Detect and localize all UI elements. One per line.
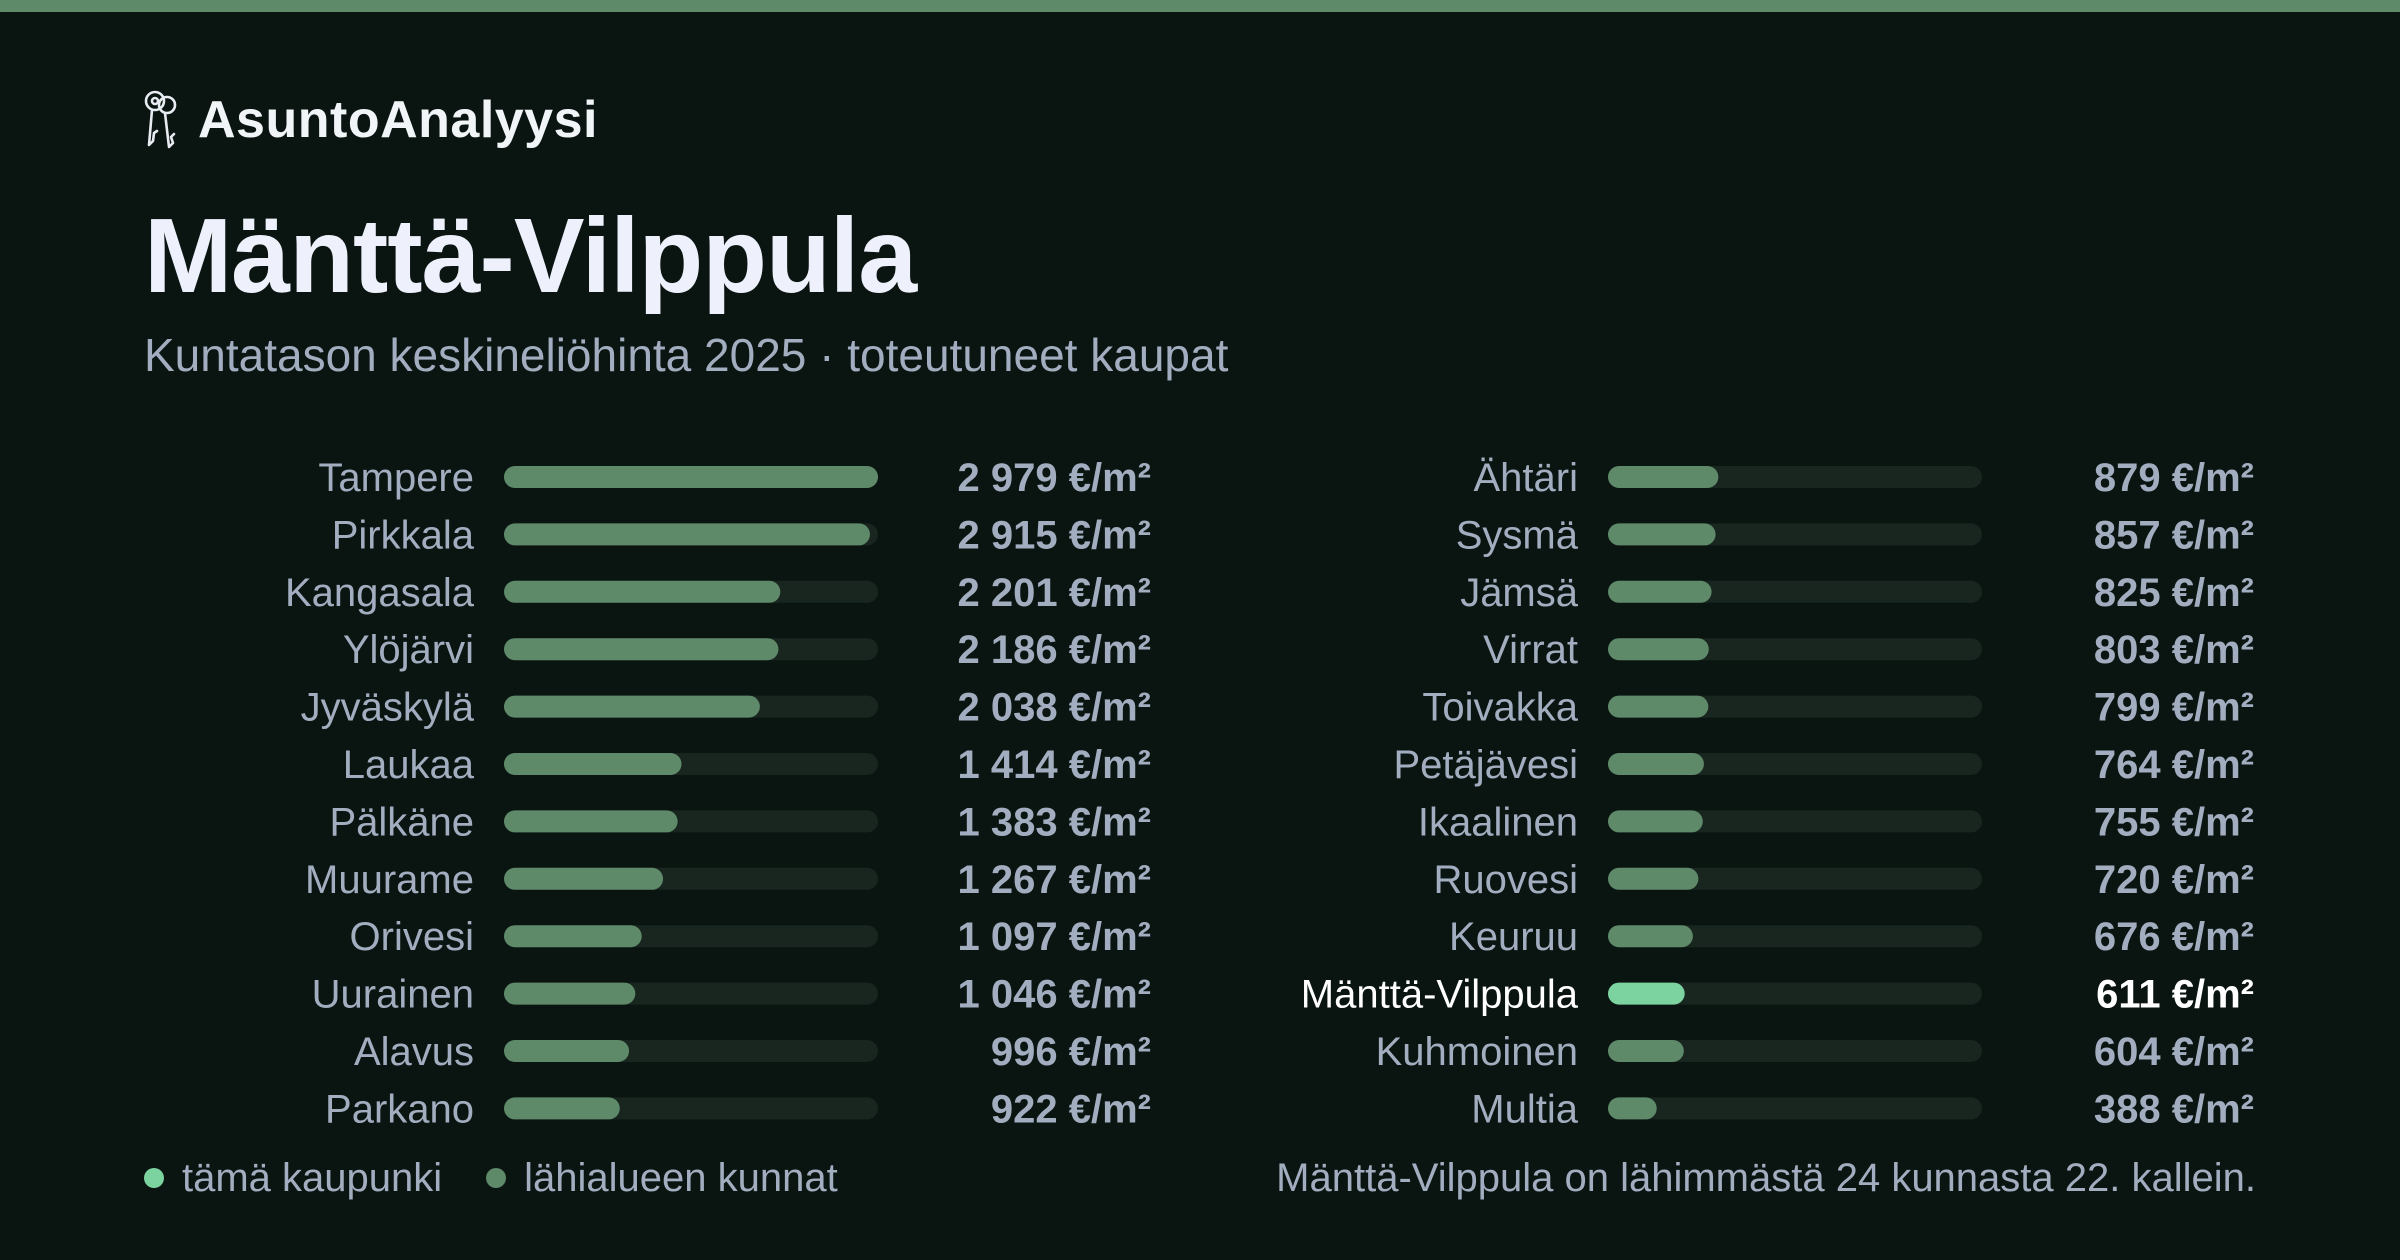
brand-name: AsuntoAnalyysi	[198, 91, 598, 149]
bar-alavus	[504, 1040, 630, 1062]
value-label-keuruu: 676 €/m²	[2094, 915, 2254, 959]
legend-dot-this-city	[144, 1168, 164, 1188]
municipality-label-mantta-vilppula: Mänttä-Vilppula	[1301, 973, 1579, 1017]
bar-petajavesi	[1608, 753, 1704, 775]
bar-muurame	[504, 867, 664, 890]
bar-track-kuhmoinen	[1608, 1040, 1982, 1062]
bar-ruovesi	[1608, 867, 1699, 890]
municipality-label-ahtari: Ähtäri	[1474, 456, 1579, 500]
value-label-orivesi: 1 097 €/m²	[958, 915, 1151, 959]
bar-ikaalinen	[1608, 810, 1703, 833]
value-label-pirkkala: 2 915 €/m²	[958, 513, 1151, 557]
top-accent-bar	[0, 0, 2400, 12]
value-label-ylojarvi: 2 186 €/m²	[958, 628, 1151, 672]
value-label-toivakka: 799 €/m²	[2094, 686, 2254, 730]
value-label-sysma: 857 €/m²	[2094, 513, 2254, 557]
brand: AsuntoAnalyysi	[140, 88, 598, 152]
bar-pirkkala	[504, 523, 870, 546]
bar-track-ruovesi	[1608, 867, 1982, 890]
municipality-label-toivakka: Toivakka	[1422, 686, 1578, 730]
legend-label-this-city: tämä kaupunki	[182, 1155, 443, 1200]
bar-keuruu	[1608, 925, 1693, 948]
bar-track-mantta-vilppula	[1608, 982, 1982, 1005]
bar-laukaa	[504, 753, 682, 775]
municipality-label-ylojarvi: Ylöjärvi	[343, 628, 474, 672]
value-label-multia: 388 €/m²	[2094, 1087, 2254, 1131]
bar-multia	[1608, 1097, 1657, 1120]
value-label-kuhmoinen: 604 €/m²	[2094, 1030, 2254, 1074]
municipality-label-orivesi: Orivesi	[350, 915, 474, 959]
bar-parkano	[504, 1097, 620, 1120]
municipality-label-ikaalinen: Ikaalinen	[1418, 800, 1578, 844]
municipality-label-pirkkala: Pirkkala	[332, 513, 475, 557]
legend-item-this-city: tämä kaupunki	[144, 1156, 442, 1201]
bar-track-multia	[1608, 1097, 1982, 1120]
bar-ylojarvi	[504, 638, 779, 661]
value-label-virrat: 803 €/m²	[2094, 628, 2254, 672]
bar-virrat	[1608, 638, 1709, 661]
municipality-label-virrat: Virrat	[1483, 628, 1578, 672]
price-bar-chart: Tampere 2 979 €/m² Pirkkala 2 915 €/m² Kanga…	[285, 456, 2254, 1131]
municipality-label-parkano: Parkano	[325, 1087, 474, 1131]
bar-jyvaskyla	[504, 695, 760, 718]
municipality-label-ruovesi: Ruovesi	[1433, 858, 1578, 902]
value-label-muurame: 1 267 €/m²	[958, 858, 1151, 902]
municipality-label-laukaa: Laukaa	[343, 743, 475, 787]
page-subtitle: Kuntatason keskineliöhinta 2025 · toteut…	[144, 329, 1229, 381]
bar-ahtari	[1608, 466, 1719, 488]
municipality-label-palkane: Pälkäne	[329, 800, 474, 844]
legend-label-nearby: lähialueen kunnat	[524, 1155, 838, 1200]
municipality-label-keuruu: Keuruu	[1449, 915, 1578, 959]
municipality-label-sysma: Sysmä	[1456, 513, 1579, 557]
value-label-alavus: 996 €/m²	[991, 1030, 1151, 1074]
municipality-label-jamsa: Jämsä	[1460, 571, 1579, 615]
legend-item-nearby: lähialueen kunnat	[486, 1156, 838, 1201]
keys-icon	[144, 90, 177, 149]
value-label-laukaa: 1 414 €/m²	[958, 743, 1151, 787]
page-title: Mänttä-Vilppula	[144, 197, 917, 315]
bar-track-keuruu	[1608, 925, 1982, 948]
value-label-tampere: 2 979 €/m²	[958, 456, 1151, 500]
value-label-ruovesi: 720 €/m²	[2094, 858, 2254, 902]
value-label-parkano: 922 €/m²	[991, 1087, 1151, 1131]
value-label-jamsa: 825 €/m²	[2094, 571, 2254, 615]
bar-toivakka	[1608, 695, 1709, 718]
municipality-label-kuhmoinen: Kuhmoinen	[1376, 1030, 1578, 1074]
value-label-petajavesi: 764 €/m²	[2094, 743, 2254, 787]
value-label-ahtari: 879 €/m²	[2094, 456, 2254, 500]
bar-tampere	[504, 466, 878, 488]
municipality-label-alavus: Alavus	[354, 1030, 474, 1074]
bar-kuhmoinen	[1608, 1040, 1684, 1062]
value-label-jyvaskyla: 2 038 €/m²	[958, 686, 1151, 730]
municipality-label-tampere: Tampere	[318, 456, 474, 500]
value-label-uurainen: 1 046 €/m²	[958, 973, 1151, 1017]
municipality-label-muurame: Muurame	[305, 858, 474, 902]
value-label-mantta-vilppula: 611 €/m²	[2096, 973, 2254, 1017]
rank-footnote: Mänttä-Vilppula on lähimmästä 24 kunnast…	[1276, 1156, 2256, 1200]
bar-jamsa	[1608, 580, 1712, 603]
bar-mantta-vilppula	[1608, 982, 1685, 1005]
value-label-palkane: 1 383 €/m²	[958, 800, 1151, 844]
bar-palkane	[504, 810, 678, 833]
legend-dot-nearby	[486, 1168, 507, 1188]
bar-sysma	[1608, 523, 1716, 546]
bar-uurainen	[504, 982, 636, 1005]
bar-track-ikaalinen	[1608, 810, 1982, 833]
municipality-label-petajavesi: Petäjävesi	[1393, 743, 1578, 787]
value-label-ikaalinen: 755 €/m²	[2094, 800, 2254, 844]
bar-kangasala	[504, 580, 781, 603]
municipality-label-multia: Multia	[1471, 1087, 1578, 1131]
municipality-label-jyvaskyla: Jyväskylä	[301, 686, 475, 730]
chart-legend: tämä kaupunki lähialueen kunnat	[144, 1156, 882, 1200]
municipality-label-uurainen: Uurainen	[312, 973, 474, 1017]
bar-orivesi	[504, 925, 642, 948]
municipality-label-kangasala: Kangasala	[285, 571, 475, 615]
value-label-kangasala: 2 201 €/m²	[958, 571, 1151, 615]
